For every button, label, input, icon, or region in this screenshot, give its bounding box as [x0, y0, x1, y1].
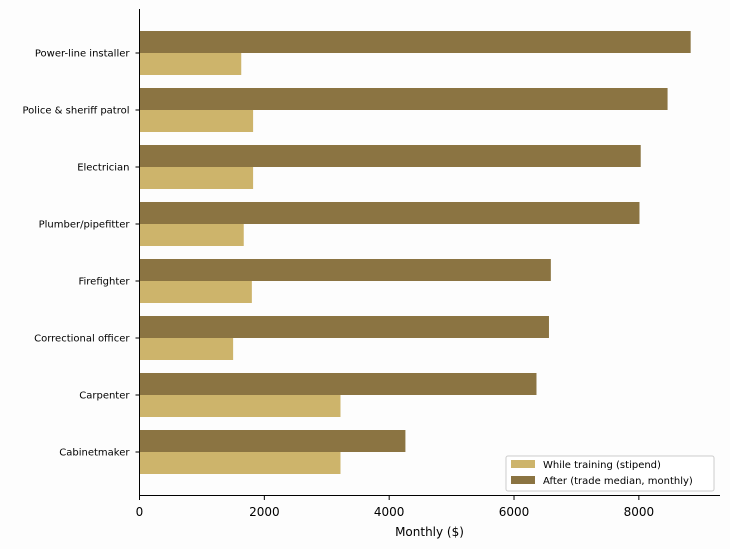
- bar-training-5: [139, 338, 234, 360]
- x-axis-label: Monthly ($): [395, 525, 464, 539]
- y-tick-label: Cabinetmaker: [59, 448, 130, 459]
- x-tick-label: 4000: [374, 505, 405, 519]
- bar-training-1: [139, 110, 254, 132]
- bar-training-4: [139, 281, 252, 303]
- bar-training-6: [139, 395, 341, 417]
- bar-after-2: [139, 145, 641, 167]
- bar-after-5: [139, 316, 549, 338]
- bar-training-2: [139, 167, 254, 189]
- legend: While training (stipend) After (trade me…: [505, 455, 715, 492]
- y-tick-label: Plumber/pipefitter: [39, 220, 131, 231]
- bar-after-4: [139, 259, 551, 281]
- legend-swatch-after: [511, 476, 535, 484]
- bar-after-3: [139, 202, 640, 224]
- y-tick-label: Power-line installer: [35, 49, 131, 60]
- x-tick-label: 8000: [624, 505, 655, 519]
- x-tick-label: 6000: [499, 505, 530, 519]
- legend-label-training: While training (stipend): [543, 460, 661, 471]
- bar-training-3: [139, 224, 244, 246]
- bar-after-0: [139, 31, 691, 53]
- bar-after-6: [139, 373, 537, 395]
- y-tick-labels: Power-line installer Police & sheriff pat…: [23, 49, 140, 459]
- legend-swatch-training: [511, 460, 535, 468]
- y-tick-label: Correctional officer: [34, 334, 130, 345]
- bars: [139, 31, 691, 474]
- legend-label-after: After (trade median, monthly): [543, 476, 693, 487]
- legend-frame: [505, 455, 715, 492]
- bar-after-1: [139, 88, 668, 110]
- bar-training-0: [139, 53, 242, 75]
- x-ticks: 0 2000 4000 6000 8000: [136, 495, 655, 519]
- x-tick-label: 2000: [249, 505, 280, 519]
- y-tick-label: Electrician: [77, 163, 129, 174]
- y-tick-label: Carpenter: [79, 391, 130, 402]
- bar-training-7: [139, 452, 341, 474]
- y-tick-label: Police & sheriff patrol: [23, 106, 130, 117]
- x-tick-label: 0: [136, 505, 144, 519]
- y-tick-label: Firefighter: [78, 277, 130, 288]
- bar-after-7: [139, 430, 406, 452]
